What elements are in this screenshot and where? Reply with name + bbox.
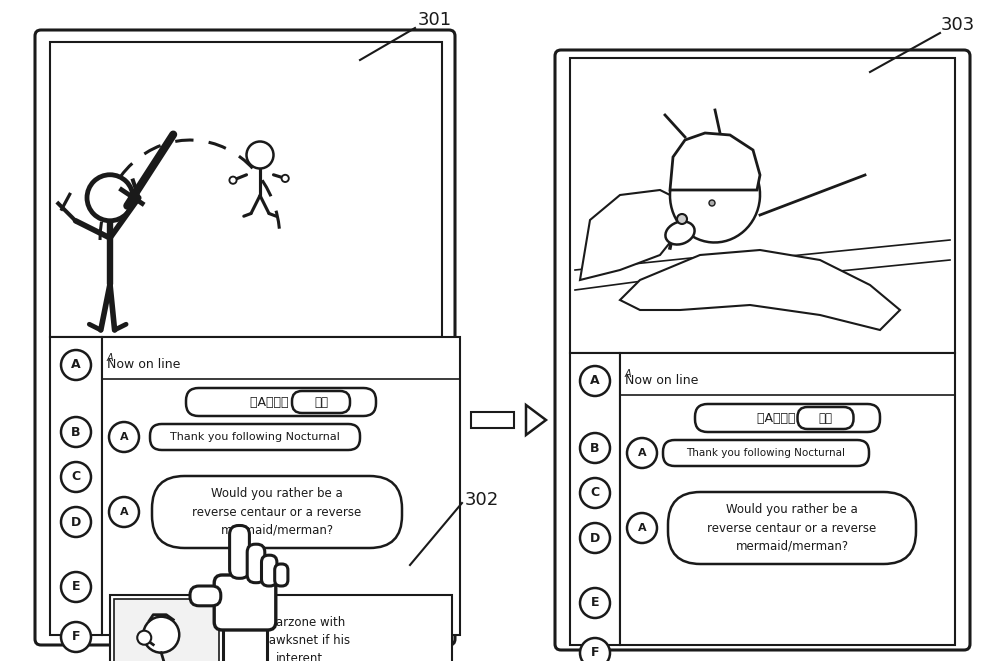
Text: F: F bbox=[72, 631, 80, 644]
Polygon shape bbox=[620, 250, 900, 330]
Polygon shape bbox=[580, 190, 680, 280]
Text: A: A bbox=[120, 507, 128, 517]
Bar bbox=[471, 412, 514, 428]
Text: 301: 301 bbox=[418, 11, 452, 29]
Circle shape bbox=[61, 417, 91, 447]
Text: E: E bbox=[72, 580, 80, 594]
Circle shape bbox=[580, 588, 610, 618]
Text: 添加: 添加 bbox=[818, 412, 832, 424]
Circle shape bbox=[87, 175, 133, 221]
Text: F: F bbox=[591, 646, 599, 660]
Text: Thank you following Nocturnal: Thank you following Nocturnal bbox=[170, 432, 340, 442]
Circle shape bbox=[246, 141, 274, 169]
FancyBboxPatch shape bbox=[262, 555, 277, 586]
Text: C: C bbox=[590, 486, 600, 500]
Text: B: B bbox=[590, 442, 600, 455]
Circle shape bbox=[109, 422, 139, 452]
Bar bbox=[50, 42, 442, 337]
FancyBboxPatch shape bbox=[247, 544, 265, 583]
Text: 303: 303 bbox=[941, 16, 975, 34]
FancyBboxPatch shape bbox=[555, 50, 970, 650]
Text: Thank you following Nocturnal: Thank you following Nocturnal bbox=[686, 448, 846, 458]
Text: Now on line: Now on line bbox=[625, 375, 698, 387]
Text: mermaid/merman?: mermaid/merman? bbox=[735, 539, 849, 553]
Text: Hawksnet if his: Hawksnet if his bbox=[260, 635, 350, 648]
Text: D: D bbox=[590, 531, 600, 545]
Text: A: A bbox=[638, 448, 646, 458]
Text: B: B bbox=[71, 426, 81, 438]
Text: A: A bbox=[590, 375, 600, 387]
Circle shape bbox=[61, 507, 91, 537]
FancyBboxPatch shape bbox=[214, 575, 276, 630]
Bar bbox=[570, 58, 955, 353]
FancyBboxPatch shape bbox=[798, 407, 854, 429]
Text: mermaid/merman?: mermaid/merman? bbox=[220, 524, 334, 537]
Circle shape bbox=[677, 214, 687, 224]
Text: 添加: 添加 bbox=[314, 395, 328, 408]
Text: A: A bbox=[107, 353, 114, 363]
Polygon shape bbox=[670, 133, 760, 190]
Text: 加A为好友  添加: 加A为好友 添加 bbox=[757, 412, 818, 424]
Circle shape bbox=[61, 462, 91, 492]
Text: Would you rather be a: Would you rather be a bbox=[726, 504, 858, 516]
Circle shape bbox=[580, 433, 610, 463]
Text: 302: 302 bbox=[465, 491, 499, 509]
FancyBboxPatch shape bbox=[152, 476, 402, 548]
FancyBboxPatch shape bbox=[663, 440, 869, 466]
Circle shape bbox=[109, 497, 139, 527]
Circle shape bbox=[627, 438, 657, 468]
Circle shape bbox=[61, 572, 91, 602]
Polygon shape bbox=[526, 405, 546, 435]
Bar bbox=[50, 337, 102, 635]
Text: D: D bbox=[71, 516, 81, 529]
Circle shape bbox=[282, 175, 289, 182]
FancyBboxPatch shape bbox=[230, 525, 249, 578]
Text: A: A bbox=[71, 358, 81, 371]
Text: interent...: interent... bbox=[276, 652, 334, 661]
FancyBboxPatch shape bbox=[186, 388, 376, 416]
Text: Would you rather be a: Would you rather be a bbox=[211, 488, 343, 500]
Text: 加A为好友  添加: 加A为好友 添加 bbox=[250, 395, 312, 408]
Circle shape bbox=[580, 523, 610, 553]
Bar bbox=[110, 595, 452, 661]
FancyBboxPatch shape bbox=[150, 424, 360, 450]
Bar bbox=[114, 599, 219, 661]
FancyBboxPatch shape bbox=[668, 492, 916, 564]
Circle shape bbox=[580, 638, 610, 661]
FancyBboxPatch shape bbox=[292, 391, 350, 413]
Circle shape bbox=[61, 350, 91, 380]
Text: reverse centaur or a reverse: reverse centaur or a reverse bbox=[707, 522, 877, 535]
Circle shape bbox=[143, 617, 179, 652]
Circle shape bbox=[627, 513, 657, 543]
Text: C: C bbox=[71, 471, 81, 483]
Text: Warzone with: Warzone with bbox=[265, 617, 345, 629]
Bar bbox=[223, 628, 267, 661]
Bar bbox=[102, 337, 460, 635]
Text: A: A bbox=[638, 523, 646, 533]
Text: E: E bbox=[591, 596, 599, 609]
Circle shape bbox=[580, 478, 610, 508]
Ellipse shape bbox=[665, 221, 695, 245]
Text: reverse centaur or a reverse: reverse centaur or a reverse bbox=[192, 506, 362, 518]
FancyBboxPatch shape bbox=[695, 404, 880, 432]
FancyBboxPatch shape bbox=[275, 564, 288, 586]
FancyBboxPatch shape bbox=[190, 586, 221, 605]
Text: A: A bbox=[120, 432, 128, 442]
Text: A: A bbox=[625, 369, 632, 379]
Ellipse shape bbox=[670, 147, 760, 243]
Bar bbox=[620, 353, 955, 645]
Circle shape bbox=[709, 200, 715, 206]
FancyBboxPatch shape bbox=[35, 30, 455, 645]
Circle shape bbox=[61, 622, 91, 652]
Circle shape bbox=[580, 366, 610, 396]
Text: Now on line: Now on line bbox=[107, 358, 180, 371]
Circle shape bbox=[137, 631, 151, 644]
Circle shape bbox=[229, 176, 237, 184]
Bar bbox=[570, 353, 620, 645]
